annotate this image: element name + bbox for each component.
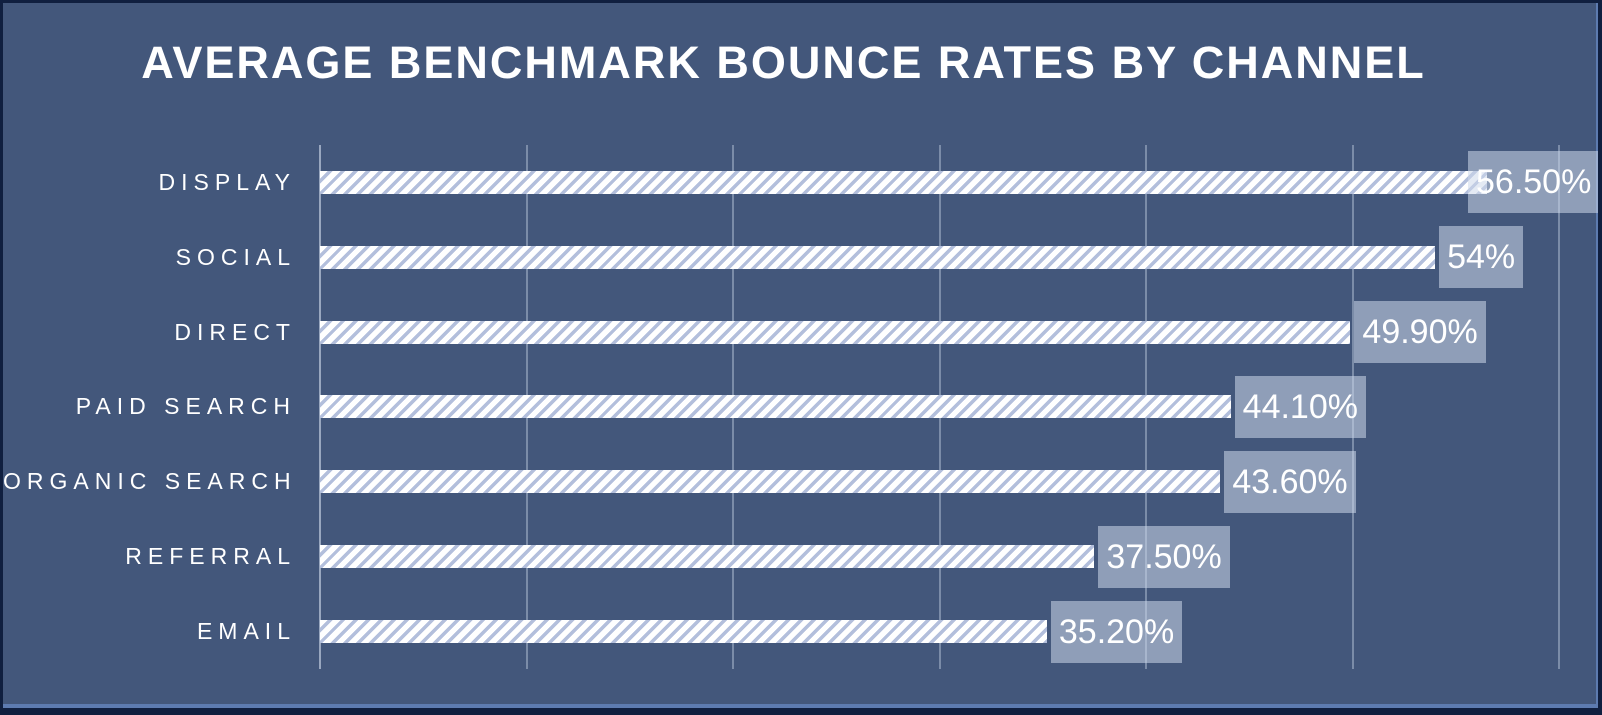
bar (320, 320, 1351, 344)
value-label: 37.50% (1098, 525, 1230, 588)
value-label: 35.20% (1050, 600, 1183, 663)
bar (320, 395, 1231, 419)
category-label: REFERRAL (125, 543, 296, 570)
chart-title: AVERAGE BENCHMARK BOUNCE RATES BY CHANNE… (141, 37, 1426, 88)
value-label: 49.90% (1354, 301, 1486, 364)
bar (320, 170, 1487, 194)
bar (320, 470, 1221, 494)
bar-row: PAID SEARCH 44.10% (76, 370, 1559, 445)
plot-area: DISPLAY 56.50% SOCIAL 54% DIRECT 49.90% PAID S… (3, 145, 1598, 669)
value-label: 56.50% (1468, 151, 1598, 214)
value-label: 43.60% (1224, 450, 1356, 513)
bar-row: DISPLAY 56.50% (159, 145, 1598, 220)
bar (320, 245, 1436, 269)
bar (320, 545, 1095, 569)
bar (320, 620, 1047, 644)
bar-row: REFERRAL 37.50% (125, 519, 1559, 594)
category-label: ORGANIC SEARCH (3, 468, 297, 495)
bar-row: ORGANIC SEARCH 43.60% (3, 444, 1559, 519)
category-label: DISPLAY (158, 168, 296, 195)
gridline (1558, 145, 1560, 669)
value-label: 54% (1439, 226, 1524, 289)
category-label: PAID SEARCH (75, 393, 296, 420)
bar-row: DIRECT 49.90% (174, 295, 1559, 370)
category-label: SOCIAL (175, 243, 296, 270)
value-label: 44.10% (1234, 375, 1366, 438)
bar-row: EMAIL 35.20% (197, 594, 1559, 669)
bar-row: SOCIAL 54% (176, 220, 1559, 295)
category-label: DIRECT (174, 318, 296, 345)
category-label: EMAIL (196, 618, 296, 645)
